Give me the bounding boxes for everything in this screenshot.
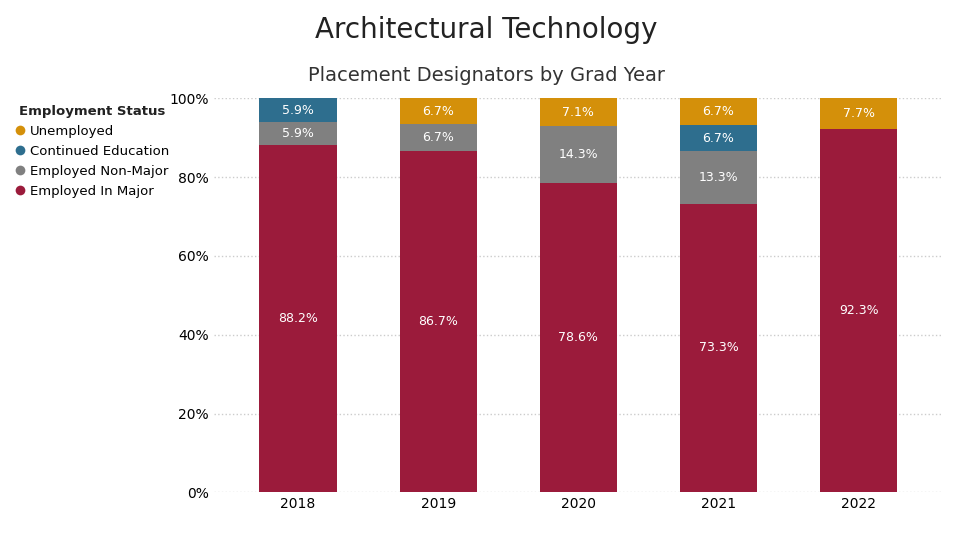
Text: 6.7%: 6.7% [422, 131, 454, 144]
Text: Placement Designators by Grad Year: Placement Designators by Grad Year [307, 66, 665, 85]
Bar [680, 203, 757, 492]
Bar [680, 151, 757, 203]
Bar [399, 151, 476, 492]
Text: Architectural Technology: Architectural Technology [315, 16, 657, 44]
Text: 6.7%: 6.7% [703, 105, 735, 118]
Text: 86.7%: 86.7% [418, 315, 458, 328]
Bar [539, 126, 617, 183]
Bar [260, 98, 336, 121]
Text: 92.3%: 92.3% [839, 304, 879, 317]
Text: 88.2%: 88.2% [278, 312, 318, 325]
Bar [399, 98, 476, 125]
Bar [399, 125, 476, 151]
Bar [260, 121, 336, 145]
Text: 7.7%: 7.7% [843, 107, 875, 120]
Bar [539, 98, 617, 126]
Bar [680, 98, 757, 125]
Text: 5.9%: 5.9% [282, 127, 314, 140]
Text: 5.9%: 5.9% [282, 103, 314, 117]
Text: 13.3%: 13.3% [699, 171, 739, 184]
Text: 7.1%: 7.1% [563, 106, 594, 119]
Bar [820, 98, 897, 129]
Text: 14.3%: 14.3% [559, 148, 598, 161]
Text: 6.7%: 6.7% [703, 131, 735, 144]
Text: 73.3%: 73.3% [699, 341, 739, 354]
Bar [680, 125, 757, 151]
Text: 6.7%: 6.7% [422, 105, 454, 118]
Bar [539, 183, 617, 492]
Bar [260, 145, 336, 492]
Text: 78.6%: 78.6% [558, 331, 599, 344]
Bar [820, 129, 897, 492]
Legend: Unemployed, Continued Education, Employed Non-Major, Employed In Major: Unemployed, Continued Education, Employe… [17, 105, 169, 198]
